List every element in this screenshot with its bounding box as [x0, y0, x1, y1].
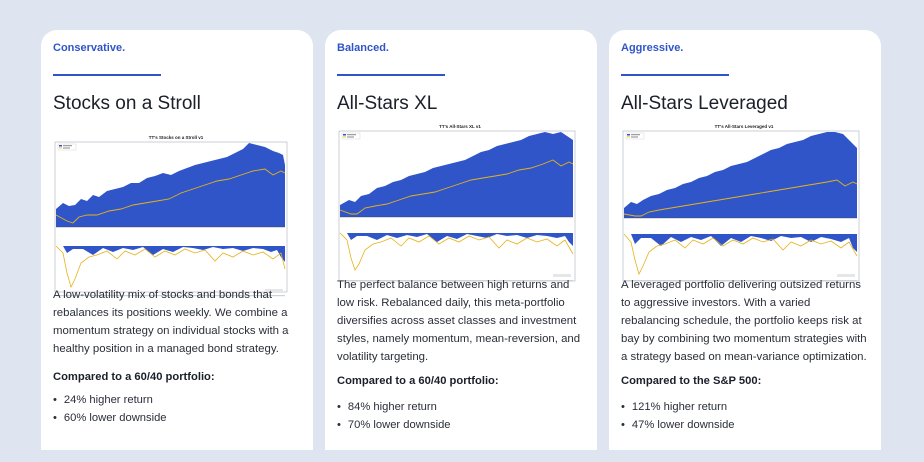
drawdown-area — [624, 234, 857, 252]
compare-heading: Compared to a 60/40 portfolio: — [337, 375, 499, 387]
drawdown-area — [56, 246, 285, 262]
stat-return: 84% higher return — [337, 398, 451, 416]
benchmark-drawdown-line — [55, 245, 286, 289]
risk-tag: Balanced. — [337, 42, 389, 54]
stat-return: 121% higher return — [621, 398, 735, 416]
equity-curve-area — [56, 143, 285, 227]
portfolio-title: All-Stars Leveraged — [621, 93, 788, 114]
page-bottom-strip — [0, 450, 924, 462]
chart-title: TT's All-Stars Leveraged v1 — [715, 124, 774, 129]
accent-divider — [53, 74, 161, 76]
benchmark-drawdown-line — [623, 233, 858, 276]
portfolio-card-conservative: Conservative. Stocks on a Stroll TT's St… — [41, 30, 313, 462]
portfolio-title: Stocks on a Stroll — [53, 93, 201, 114]
drawdown-area — [340, 233, 573, 246]
performance-chart: TT's Stocks on a Stroll v1 — [54, 135, 288, 297]
portfolio-card-aggressive: Aggressive. All-Stars Leveraged TT's All… — [609, 30, 881, 462]
portfolio-description: A leveraged portfolio delivering outsize… — [621, 279, 867, 363]
stats-list: 24% higher return 60% lower downside — [53, 391, 167, 427]
risk-tag: Conservative. — [53, 42, 126, 54]
stat-return: 24% higher return — [53, 391, 167, 409]
accent-divider — [621, 74, 729, 76]
performance-chart: TT's All-Stars XL v1 — [338, 124, 576, 282]
portfolio-card-balanced: Balanced. All-Stars XL TT's All-Stars XL… — [325, 30, 597, 462]
accent-divider — [337, 74, 445, 76]
stat-downside: 60% lower downside — [53, 409, 167, 427]
compare-heading: Compared to a 60/40 portfolio: — [53, 371, 215, 383]
benchmark-line — [339, 159, 574, 215]
stats-list: 121% higher return 47% lower downside — [621, 398, 735, 434]
portfolio-title: All-Stars XL — [337, 93, 438, 114]
risk-tag: Aggressive. — [621, 42, 684, 54]
benchmark-drawdown-line — [339, 232, 574, 271]
compare-heading: Compared to the S&P 500: — [621, 375, 762, 387]
benchmark-line — [623, 179, 858, 217]
benchmark-line — [55, 168, 286, 224]
portfolio-description: A low-volatility mix of stocks and bonds… — [53, 289, 289, 355]
chart-title: TT's All-Stars XL v1 — [439, 124, 481, 129]
portfolio-description: The perfect balance between high returns… — [337, 279, 581, 363]
chart-title: TT's Stocks on a Stroll v1 — [149, 135, 204, 140]
stat-downside: 47% lower downside — [621, 416, 735, 434]
equity-curve-area — [340, 132, 573, 217]
performance-chart: TT's All-Stars Leveraged v1 — [622, 124, 860, 282]
equity-curve-area — [624, 132, 857, 218]
stat-downside: 70% lower downside — [337, 416, 451, 434]
stats-list: 84% higher return 70% lower downside — [337, 398, 451, 434]
